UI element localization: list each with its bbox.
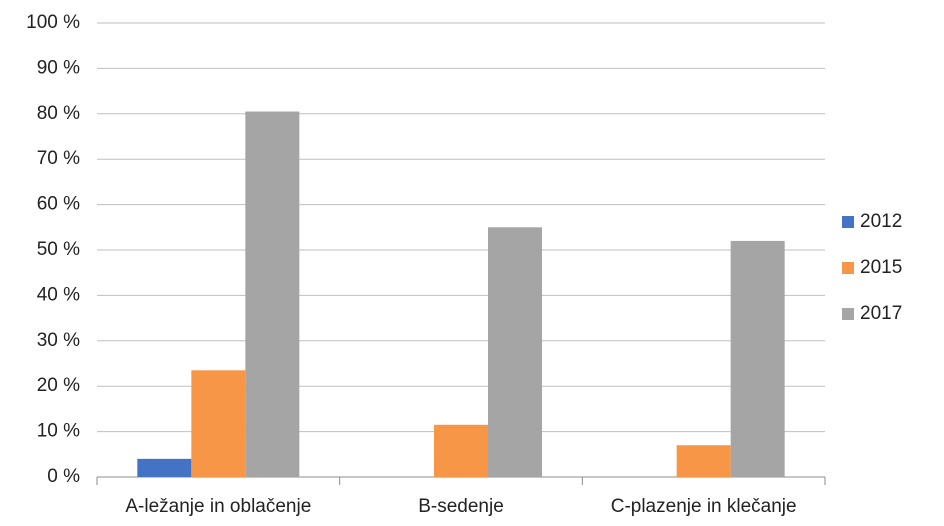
bar xyxy=(434,424,488,477)
legend-swatch xyxy=(842,216,854,228)
bar xyxy=(245,111,300,477)
bar xyxy=(488,227,542,477)
y-tick-label: 100 % xyxy=(26,12,80,33)
legend-swatch xyxy=(842,262,854,274)
x-tick-label: A-ležanje in oblačenje xyxy=(125,496,311,517)
bar xyxy=(676,445,731,477)
y-tick-label: 70 % xyxy=(37,148,80,169)
y-tick-label: 50 % xyxy=(37,239,80,260)
legend-label: 2017 xyxy=(860,303,902,324)
legend-swatch xyxy=(842,308,854,320)
x-tick-label: C-plazenje in klečanje xyxy=(611,496,797,517)
y-tick-label: 0 % xyxy=(47,466,80,487)
y-tick-label: 40 % xyxy=(37,284,80,305)
bar xyxy=(137,458,192,477)
y-tick-label: 10 % xyxy=(37,421,80,442)
y-tick-label: 80 % xyxy=(37,103,80,124)
y-tick-label: 30 % xyxy=(37,330,80,351)
y-tick-label: 90 % xyxy=(37,57,80,78)
legend-label: 2012 xyxy=(860,211,902,232)
y-tick-label: 60 % xyxy=(37,194,80,215)
bar xyxy=(730,240,785,477)
legend-label: 2015 xyxy=(860,257,902,278)
bar xyxy=(191,370,246,477)
x-tick-label: B-sedenje xyxy=(418,496,504,517)
y-tick-label: 20 % xyxy=(37,375,80,396)
